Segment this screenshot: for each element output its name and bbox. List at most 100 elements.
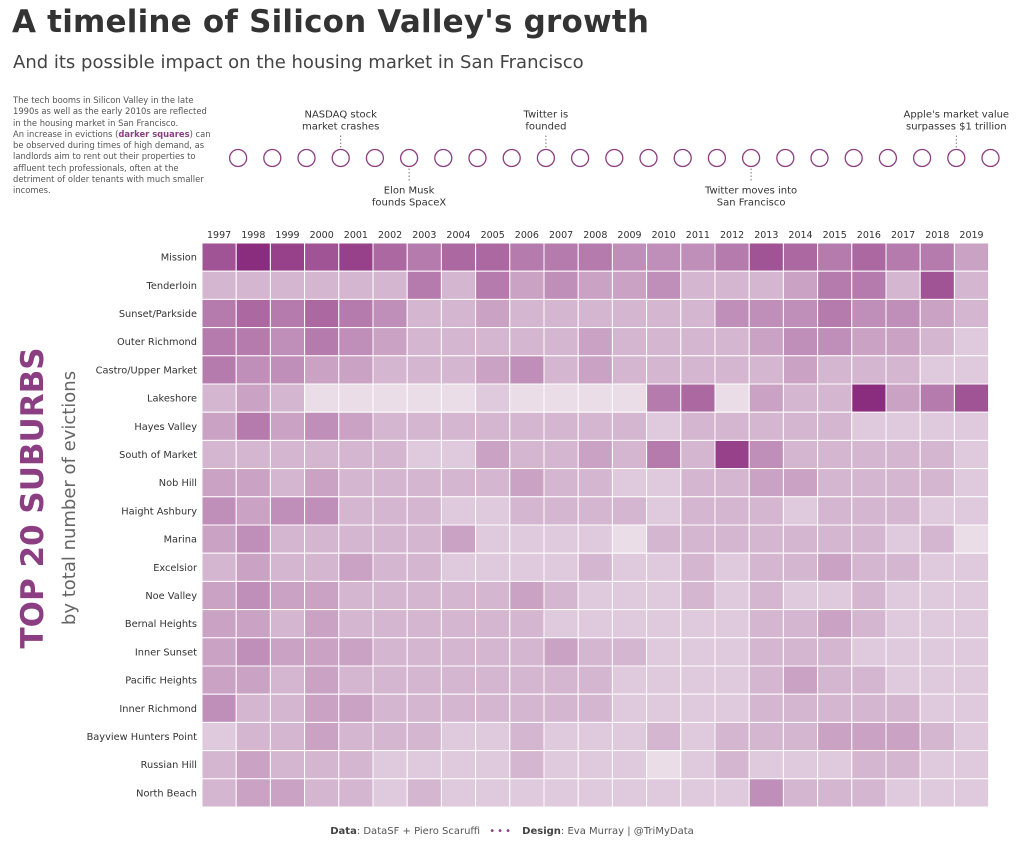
heatmap-cell [475,524,511,554]
heatmap-cell [646,242,682,272]
timeline-year-circle [331,148,350,168]
y-tick-label: Bayview Hunters Point [87,732,198,743]
heatmap-cell [201,524,237,554]
heatmap-cell [748,778,784,808]
x-tick-label: 2000 [310,230,334,241]
heatmap-cell [953,580,990,611]
heatmap-cell [714,693,750,723]
x-tick-label: 2003 [412,230,436,241]
heatmap-cell [372,637,408,667]
heatmap-cell [338,778,374,808]
heatmap-cell [748,439,784,470]
heatmap-cell [577,327,613,357]
heatmap-cell [611,778,648,808]
heatmap-cell [372,468,408,498]
heatmap-cell [919,242,955,272]
heatmap-cell [269,496,306,526]
timeline-year-circle [707,148,727,168]
heatmap-cell [475,298,511,329]
heatmap-cell [475,665,511,695]
heatmap-cell [851,468,887,498]
heatmap-cell [953,496,990,526]
heatmap-cell [475,778,511,808]
heatmap-cell [817,355,853,385]
heatmap-cell [201,298,237,329]
heatmap-cell [201,552,237,582]
heatmap-cell [475,580,511,611]
timeline-event-label: surpasses $1 trillion [906,122,1007,133]
heatmap-cell [817,665,853,695]
heatmap-cell [714,580,750,611]
intro-paragraph-2-start: An increase in evictions ( [13,128,119,139]
heatmap-cell [680,609,716,639]
heatmap-cell [851,496,887,526]
heatmap-cell [269,552,306,582]
timeline-event-label: San Francisco [717,198,786,209]
heatmap-cell [509,270,545,300]
heatmap-cell [714,298,750,329]
heatmap-cell [851,383,887,413]
heatmap-cell [817,609,853,639]
heatmap-cell [817,298,853,329]
timeline-event-label: founds SpaceX [372,198,447,209]
heatmap-cell [646,496,682,526]
timeline-year-circle [639,148,658,168]
heatmap-cell [919,580,955,611]
x-tick-label: 2013 [754,230,778,241]
heatmap-cell [201,778,237,808]
heatmap-cell [748,270,784,300]
heatmap-cell [475,355,511,385]
heatmap-cell [543,721,579,752]
heatmap-cell [509,439,545,470]
heatmap-cell [269,327,306,357]
y-tick-label: Haight Ashbury [121,506,197,517]
timeline-event-label: Apple's market value [904,110,1010,121]
heatmap-cell [235,468,271,498]
heatmap-cell [304,383,340,413]
heatmap-cell [440,468,477,498]
timeline-year-circle [605,148,624,168]
heatmap-cell [680,750,716,780]
heatmap-cell [851,242,887,272]
heatmap-cell [714,270,750,300]
heatmap-cell [646,524,682,554]
heatmap-cell [611,496,648,526]
heatmap-cell [406,778,442,808]
footer-credits: Data: DataSF + Piero Scaruffi ••• Design… [0,826,1024,837]
heatmap-cell [543,665,579,695]
heatmap-cell [680,721,716,752]
x-tick-label: 2001 [344,230,368,241]
heatmap-cell [543,355,579,385]
heatmap-cell [953,411,990,441]
heatmap-cell [919,270,955,300]
heatmap-cell [269,778,306,808]
timeline-year-circle [878,148,898,168]
heatmap-cell [235,411,271,441]
heatmap-cell [201,665,237,695]
heatmap-cell [577,411,613,441]
timeline-year-circle [434,148,453,168]
x-tick-label: 2010 [652,230,676,241]
heatmap-cell [782,637,819,667]
heatmap-cell [851,270,887,300]
heatmap-cell [577,665,613,695]
heatmap-cell [782,665,819,695]
heatmap-cell [953,693,990,723]
timeline-event-label: Twitter moves into [704,186,797,197]
heatmap-cell [509,609,545,639]
heatmap-cell [953,778,990,808]
heatmap-cell [851,298,887,329]
heatmap-cell [372,298,408,329]
heatmap-cell [851,327,887,357]
heatmap-cell [919,355,955,385]
heatmap-cell [611,609,648,639]
y-tick-label: Excelsior [153,563,198,574]
heatmap-cell [851,721,887,752]
heatmap-cell [269,721,306,752]
heatmap-cell [372,327,408,357]
heatmap-cell [714,721,750,752]
heatmap-cell [338,552,374,582]
heatmap-cell [611,750,648,780]
heatmap-cell [782,524,819,554]
intro-highlight: darker squares [118,128,190,139]
